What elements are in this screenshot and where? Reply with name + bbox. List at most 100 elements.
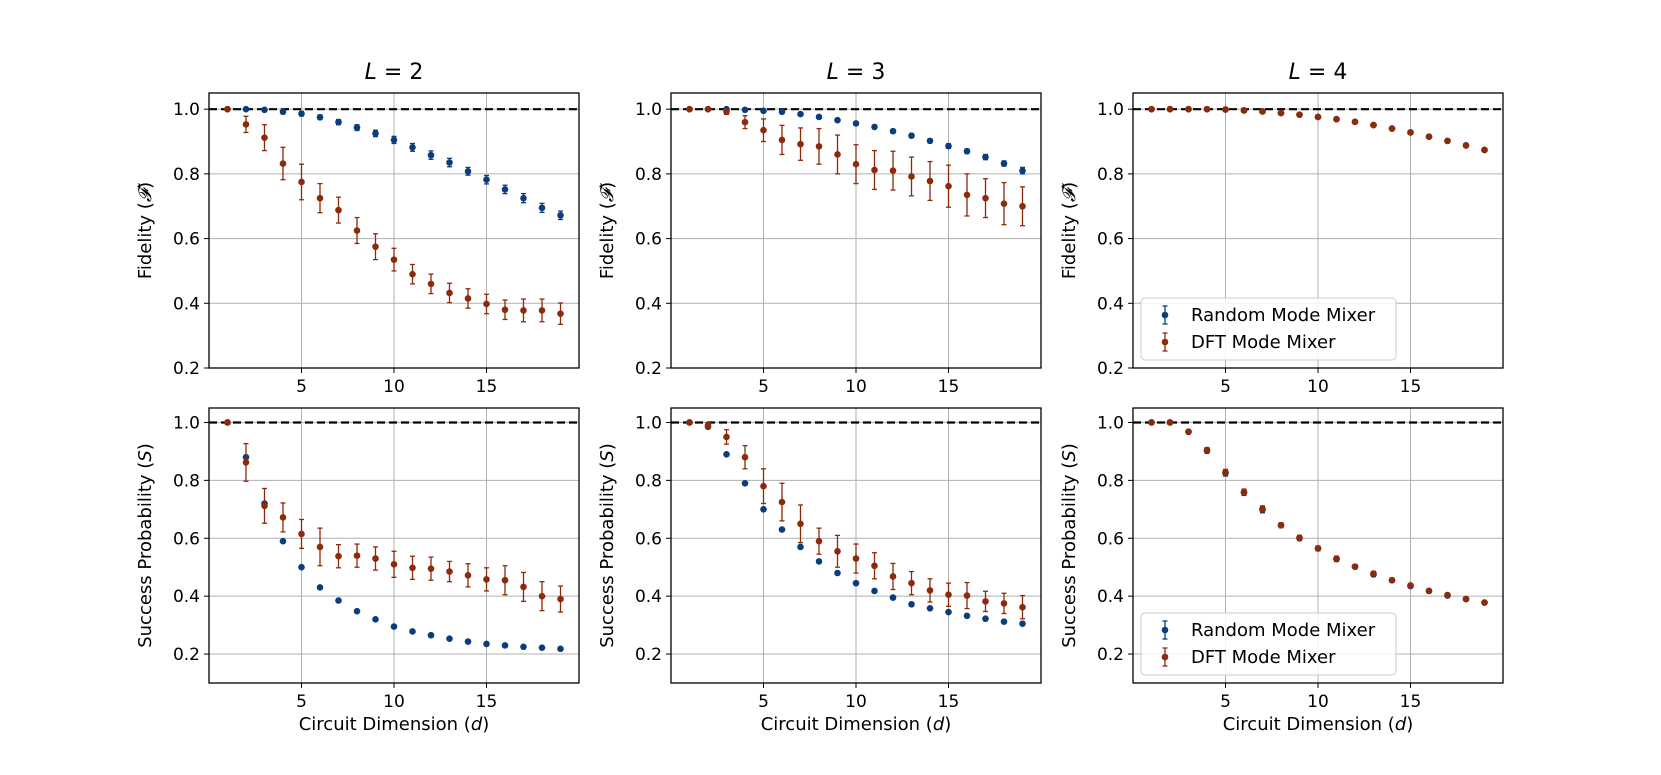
data-point [778,498,786,506]
data-point [760,482,767,490]
y-tick-label: 0.8 [635,165,662,185]
data-point [1370,121,1377,129]
data-point [557,211,564,219]
x-tick-label: 10 [1307,377,1329,397]
data-point [1203,105,1211,113]
y-axis-label: Fidelity (𝓕) [597,182,618,279]
data-point [1000,618,1008,625]
y-tick-label: 1.0 [1097,413,1124,433]
data-point [372,243,379,250]
data-point [1481,599,1488,606]
data-point [316,194,324,202]
x-tick-label: 10 [1307,692,1329,712]
data-point [908,173,915,180]
data-point [1407,582,1414,589]
panel-title: L = 3 [827,60,886,85]
data-point [723,451,730,458]
data-point [723,108,730,116]
data-point [982,194,989,202]
x-tick-label: 5 [758,377,769,397]
data-point [372,555,379,562]
legend-marker-dot [1161,626,1169,634]
data-point [1277,109,1285,117]
data-point [1000,160,1008,167]
data-point [686,419,693,426]
x-axis-label: Circuit Dimension (d) [1223,714,1414,735]
data-point [1296,534,1303,541]
data-point [1222,468,1229,476]
legend-label-dft-mode-mixer: DFT Mode Mixer [1191,647,1336,668]
y-tick-label: 1.0 [173,413,200,433]
x-tick-label: 10 [383,692,405,712]
series-random-mode-mixer [686,419,1026,627]
x-tick-label: 15 [1400,377,1422,397]
data-point [1296,111,1303,118]
data-point [908,600,915,608]
data-point [797,520,804,528]
series-random-mode-mixer [224,419,564,653]
data-point [409,564,416,572]
y-tick-label: 0.6 [635,529,662,549]
data-point [1259,108,1266,115]
y-axis-label: Success Probability (S) [1059,443,1080,648]
data-point [1019,620,1026,627]
x-tick-label: 5 [1220,377,1231,397]
data-point [871,587,878,595]
data-point [1000,200,1008,207]
data-point [279,537,287,545]
panel-success-L4: 5 10 15 0.2 0.4 0.6 0.8 1.0 Success Probability … [1059,407,1504,735]
data-point [945,591,952,599]
data-point [815,113,823,121]
data-point [889,573,897,580]
data-point [538,307,546,314]
data-point [538,204,546,212]
data-point [1185,428,1192,436]
x-tick-label: 5 [296,377,307,397]
data-point [538,644,546,651]
series-random-mode-mixer [686,105,1026,175]
data-point [464,572,472,579]
data-point [372,130,379,137]
x-axis-label: Circuit Dimension (d) [299,714,490,735]
data-point [279,514,287,521]
data-point [1148,419,1155,426]
series-dft-mode-mixer [224,419,564,613]
data-point [427,151,435,159]
data-point [1240,488,1248,496]
data-point [261,106,268,114]
data-point [871,166,878,174]
legend-box [1140,612,1397,676]
data-point [1370,570,1377,577]
data-point [316,113,324,121]
data-point [1481,146,1488,154]
data-point [501,306,509,314]
data-point [353,124,361,131]
data-point [298,563,305,571]
data-point [409,628,416,635]
series-dft-mode-mixer [686,419,1026,620]
y-tick-label: 0.4 [1097,587,1124,607]
x-tick-label: 15 [938,377,960,397]
data-point [982,153,989,161]
data-point [1462,142,1470,149]
data-point [1333,115,1340,123]
data-point [852,579,860,587]
panel-title: L = 4 [1289,60,1348,85]
data-point [390,256,398,263]
data-point [889,167,897,174]
legend-label-random-mode-mixer: Random Mode Mixer [1191,620,1376,641]
data-point [723,433,730,441]
data-point [464,295,472,302]
data-point [1203,446,1211,454]
data-point [815,558,823,565]
data-point [1019,202,1026,210]
y-tick-label: 0.8 [173,165,200,185]
data-point [852,120,860,127]
y-axis-label: Fidelity (𝓕) [135,182,156,279]
data-point [926,587,934,594]
legend-box [1140,297,1397,361]
legend-label-random-mode-mixer: Random Mode Mixer [1191,305,1376,326]
data-point [335,118,342,126]
data-point [446,289,453,297]
